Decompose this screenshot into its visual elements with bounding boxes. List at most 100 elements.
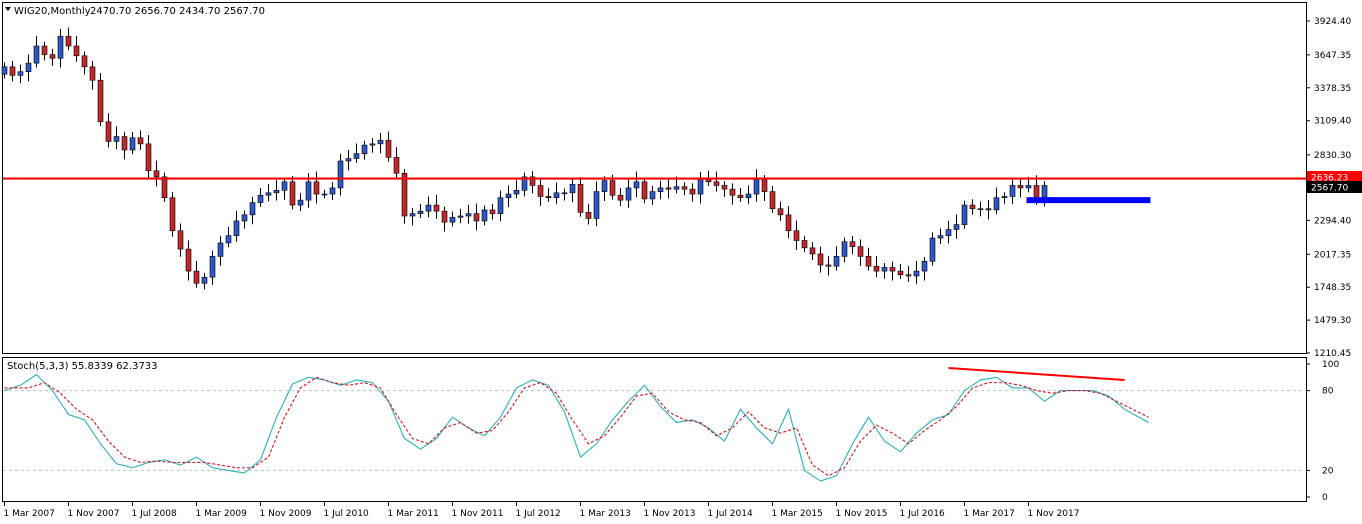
candle-body	[81, 55, 88, 68]
candle-body	[401, 172, 408, 217]
time-tick-label: 1 Mar 2013	[580, 509, 631, 519]
candle-body	[161, 176, 168, 198]
price-panel[interactable]	[2, 2, 1307, 354]
price-tick-label: 3378.35	[1314, 84, 1351, 94]
time-tick-label: 1 Nov 2013	[644, 509, 696, 519]
candle-body	[913, 270, 920, 277]
candle-body	[97, 79, 104, 123]
candle-body	[481, 209, 488, 222]
candle-body	[705, 179, 712, 183]
candle-body	[1001, 196, 1008, 198]
candle-body	[361, 144, 368, 154]
candle-body	[721, 185, 728, 190]
candle-body	[105, 121, 112, 142]
candle-body	[777, 208, 784, 216]
price-tick-label: 1748.35	[1314, 283, 1351, 293]
candle-body	[185, 248, 192, 272]
candle-body	[417, 210, 424, 214]
candle-body	[113, 136, 120, 142]
candle-body	[745, 193, 752, 198]
candle-body	[25, 62, 32, 72]
price-tick-label: 2830.30	[1314, 151, 1351, 161]
candle-body	[201, 276, 208, 284]
candle-body	[545, 196, 552, 198]
candle-body	[1025, 185, 1032, 189]
resistance-price-tag-text: 2636.23	[1311, 174, 1348, 184]
candle-body	[1041, 185, 1048, 200]
candle-body	[873, 265, 880, 272]
candle-body	[569, 183, 576, 194]
candle-body	[553, 192, 560, 198]
candle-body	[281, 181, 288, 191]
candle-body	[1033, 185, 1040, 200]
candle-body	[321, 193, 328, 196]
stoch-title: Stoch(5,3,3) 55.8339 62.3733	[7, 361, 158, 372]
candle-body	[489, 209, 496, 214]
candle-body	[969, 204, 976, 210]
dropdown-triangle-icon[interactable]	[5, 7, 11, 11]
candle-body	[217, 242, 224, 257]
price-tick-label: 2294.40	[1314, 216, 1351, 226]
candle-body	[49, 54, 56, 59]
stoch-group	[3, 366, 1306, 482]
candle-body	[233, 220, 240, 236]
candle-body	[809, 247, 816, 255]
stoch-panel[interactable]	[2, 357, 1307, 502]
candle-body	[305, 181, 312, 201]
price-tick-label: 3109.40	[1314, 117, 1351, 127]
candle-body	[265, 192, 272, 196]
candle-body	[193, 270, 200, 284]
candle-body	[657, 187, 664, 192]
candle-body	[297, 199, 304, 206]
candle-body	[753, 179, 760, 195]
candle-body	[945, 229, 952, 236]
candle-body	[785, 214, 792, 232]
candle-body	[257, 194, 264, 203]
candle-body	[689, 188, 696, 195]
stoch-signal-line	[4, 376, 1149, 477]
candle-body	[665, 187, 672, 190]
candle-body	[73, 45, 80, 57]
candle-body	[177, 230, 184, 250]
candle-body	[457, 215, 464, 218]
time-tick-label: 1 Nov 2007	[68, 509, 120, 519]
candle-body	[449, 216, 456, 223]
price-axis: 3924.40 3647.35 3378.35 3109.40 2830.30 2294.…	[1306, 17, 1351, 359]
stoch-tick-label: 0	[1322, 493, 1328, 503]
candle-body	[249, 202, 256, 216]
candle-body	[977, 208, 984, 211]
support-zone-bar	[1026, 197, 1151, 204]
candle-body	[337, 160, 344, 189]
time-tick-label: 1 Mar 2011	[388, 509, 439, 519]
candle-body	[817, 253, 824, 266]
candle-body	[849, 241, 856, 247]
candle-body	[425, 204, 432, 212]
candle-body	[465, 213, 472, 217]
last-price-tag	[1307, 181, 1362, 193]
candle-body	[9, 66, 16, 76]
time-tick-label: 1 Nov 2017	[1028, 509, 1080, 519]
candle-body	[609, 180, 616, 196]
candle-body	[409, 213, 416, 217]
time-tick-label: 1 Mar 2007	[4, 509, 55, 519]
candle-body	[41, 45, 48, 55]
candle-body	[961, 204, 968, 225]
time-tick-label: 1 Mar 2017	[964, 509, 1015, 519]
candle-body	[825, 264, 832, 267]
stoch-tick-label: 80	[1322, 387, 1334, 397]
candle-body	[593, 191, 600, 219]
candle-body	[769, 191, 776, 210]
chart-title: WIG20,Monthly	[14, 6, 91, 17]
price-tick-label: 2017.35	[1314, 250, 1351, 260]
candle-body	[697, 179, 704, 195]
candle-body	[505, 193, 512, 198]
candle-body	[1009, 185, 1016, 197]
candle-body	[153, 170, 160, 178]
stoch-tick-label: 100	[1322, 360, 1339, 370]
candle-body	[793, 230, 800, 241]
candle-body	[993, 197, 1000, 211]
candle-body	[905, 274, 912, 277]
candle-body	[369, 143, 376, 146]
